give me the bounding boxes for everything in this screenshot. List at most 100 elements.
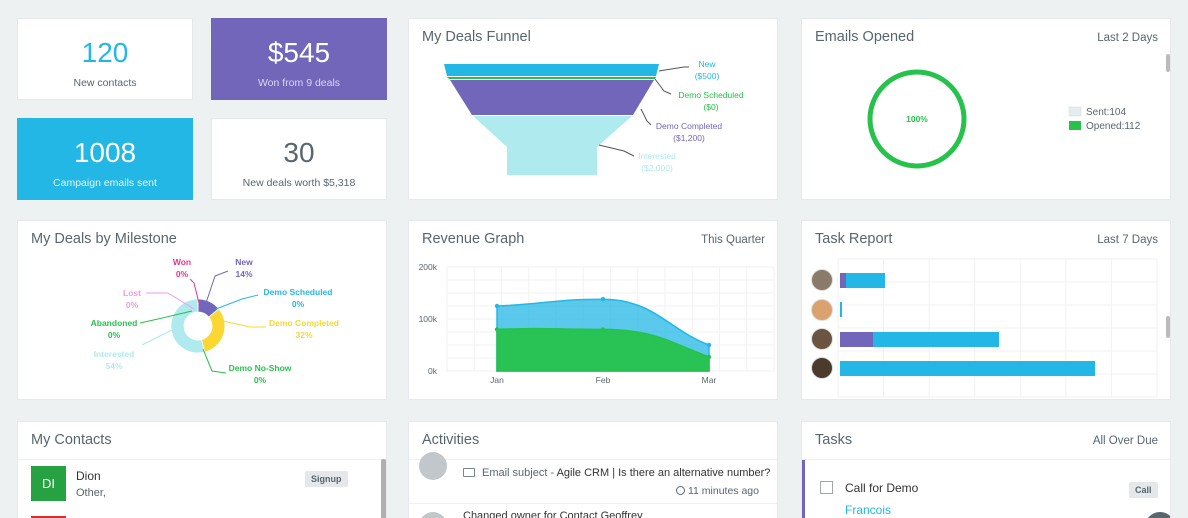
funnel-stage-demo-scheduled[interactable] <box>447 77 656 79</box>
range-label[interactable]: This Quarter <box>701 234 765 246</box>
milestone-label-lost: Lost <box>123 288 141 298</box>
activity-prefix: Email subject - <box>482 467 557 479</box>
legend-swatch-opened <box>1069 121 1081 130</box>
x-tick-label: Jan <box>490 375 504 385</box>
funnel-chart: New ($500) Demo Scheduled ($0) Demo Comp… <box>444 59 744 175</box>
revenue-point[interactable] <box>494 327 500 332</box>
milestone-label-won: Won <box>173 257 191 267</box>
legend-swatch-sent <box>1068 106 1082 117</box>
contact-avatar <box>31 516 66 518</box>
scrollbar[interactable] <box>1166 54 1170 72</box>
funnel-amount-interested: ($2,000) <box>641 163 673 173</box>
range-label[interactable]: Last 2 Days <box>1097 32 1158 44</box>
revenue-point[interactable] <box>600 297 606 302</box>
funnel-amount-new: ($500) <box>695 71 720 81</box>
milestone-pct-lost: 0% <box>126 300 139 310</box>
task-checkbox[interactable] <box>820 481 833 494</box>
stat-won[interactable]: $545 Won from 9 deals <box>211 18 387 100</box>
user-avatar <box>419 512 447 518</box>
user-avatar[interactable] <box>811 299 833 321</box>
stat-label: Won from 9 deals <box>257 77 341 89</box>
activity-subject[interactable]: Agile CRM | Is there an alternative numb… <box>556 467 771 479</box>
stat-label: Campaign emails sent <box>53 177 157 189</box>
task-bar-segment[interactable] <box>873 332 999 347</box>
milestone-pct-demo-scheduled: 0% <box>292 299 305 309</box>
stat-value: 1008 <box>73 137 137 168</box>
activities-card: Activities Email subject - Agile CRM | I… <box>408 421 778 518</box>
task-bar-segment[interactable] <box>840 302 842 317</box>
revenue-point[interactable] <box>706 354 712 360</box>
task-bar-segment[interactable] <box>840 273 846 288</box>
task-name[interactable]: Call for Demo <box>845 481 919 495</box>
funnel-label-demo-scheduled: Demo Scheduled <box>678 90 743 100</box>
contact-subtitle: Other, <box>76 487 106 499</box>
milestone-pct-demo-completed: 32% <box>295 330 312 340</box>
funnel-amount-demo-completed: ($1,200) <box>673 133 705 143</box>
task-report-chart <box>837 258 1158 398</box>
emails-donut: 100% Sent:104 Opened:112 <box>867 69 1141 169</box>
task-bar-segment[interactable] <box>846 273 885 288</box>
revenue-point[interactable] <box>600 327 606 332</box>
card-title: Task Report <box>815 231 893 247</box>
task-tag[interactable]: Call <box>1129 482 1158 498</box>
funnel-stage-demo-completed[interactable] <box>450 80 654 115</box>
contact-avatar: DI <box>31 466 66 501</box>
revenue-point[interactable] <box>706 342 712 348</box>
card-title: My Deals by Milestone <box>31 231 177 247</box>
funnel-stage-interested[interactable] <box>473 116 632 175</box>
milestone-label-new: New <box>235 257 253 267</box>
user-avatar[interactable] <box>811 357 833 379</box>
clock-icon <box>676 486 686 495</box>
emails-opened-card: Emails Opened Last 2 Days 100% Sent:104 … <box>801 18 1171 200</box>
activity-item[interactable]: Email subject - Agile CRM | Is there an … <box>409 452 777 498</box>
stat-campaign-emails[interactable]: 1008 Campaign emails sent <box>17 118 193 200</box>
user-avatar[interactable] <box>811 328 833 350</box>
contact-name[interactable]: Dion <box>76 469 101 483</box>
y-tick-label: 0k <box>428 366 438 376</box>
milestone-slice-demo-completed[interactable] <box>200 308 226 353</box>
task-contact[interactable]: Francois <box>845 503 892 517</box>
stat-value: 120 <box>81 37 129 68</box>
milestone-label-demo-no-show: Demo No-Show <box>229 363 292 373</box>
legend-opened: Opened:112 <box>1086 121 1141 132</box>
task-bar-segment[interactable] <box>840 361 1095 376</box>
stat-new-contacts[interactable]: 120 New contacts <box>17 18 193 100</box>
x-tick-label: Mar <box>702 375 717 385</box>
task-bar-segment[interactable] <box>840 332 873 347</box>
stat-value: 30 <box>283 137 315 168</box>
activity-item[interactable]: Changed owner for Contact Geoffrey <box>409 510 777 518</box>
revenue-point[interactable] <box>494 303 500 309</box>
task-item[interactable]: Call for Demo Call Francois <box>802 460 1170 518</box>
milestone-label-demo-completed: Demo Completed <box>269 318 339 328</box>
user-avatar[interactable] <box>811 269 833 291</box>
opened-ring[interactable] <box>867 69 967 169</box>
card-title: My Contacts <box>31 432 112 448</box>
card-title: Emails Opened <box>815 29 915 45</box>
stat-new-deals[interactable]: 30 New deals worth $5,318 <box>211 118 387 200</box>
milestone-slice-interested[interactable] <box>170 298 206 354</box>
deals-funnel-card: My Deals Funnel New ($500) Demo Schedule… <box>408 18 778 200</box>
milestone-pct-new: 14% <box>235 269 252 279</box>
milestone-label-demo-scheduled: Demo Scheduled <box>264 287 333 297</box>
milestone-pct-demo-no-show: 0% <box>254 375 267 385</box>
funnel-label-interested: Interested <box>638 151 676 161</box>
stat-label: New contacts <box>73 77 137 89</box>
funnel-label-demo-completed: Demo Completed <box>656 121 722 131</box>
tasks-card: Tasks All Over Due Call for Demo Call Fr… <box>801 421 1171 518</box>
range-label[interactable]: Last 7 Days <box>1097 234 1158 246</box>
scrollbar[interactable] <box>381 459 386 518</box>
stat-label: New deals worth $5,318 <box>242 177 356 189</box>
funnel-stage-new[interactable] <box>444 64 659 76</box>
help-bubble[interactable] <box>1145 512 1170 518</box>
open-percent: 100% <box>906 114 928 124</box>
stat-value: $545 <box>267 37 331 68</box>
milestone-pct-interested: 54% <box>105 361 122 371</box>
range-label[interactable]: All Over Due <box>1092 435 1158 447</box>
scrollbar[interactable] <box>1166 316 1170 338</box>
user-avatar <box>419 452 447 480</box>
contact-row[interactable]: DI Dion Other, Signup <box>31 466 371 506</box>
milestone-pct-won: 0% <box>176 269 189 279</box>
revenue-graph-card: Revenue Graph This Quarter 200k 100k 0k Jan… <box>408 220 778 400</box>
activity-time: 11 minutes ago <box>687 485 759 497</box>
contact-tag[interactable]: Signup <box>305 471 348 487</box>
